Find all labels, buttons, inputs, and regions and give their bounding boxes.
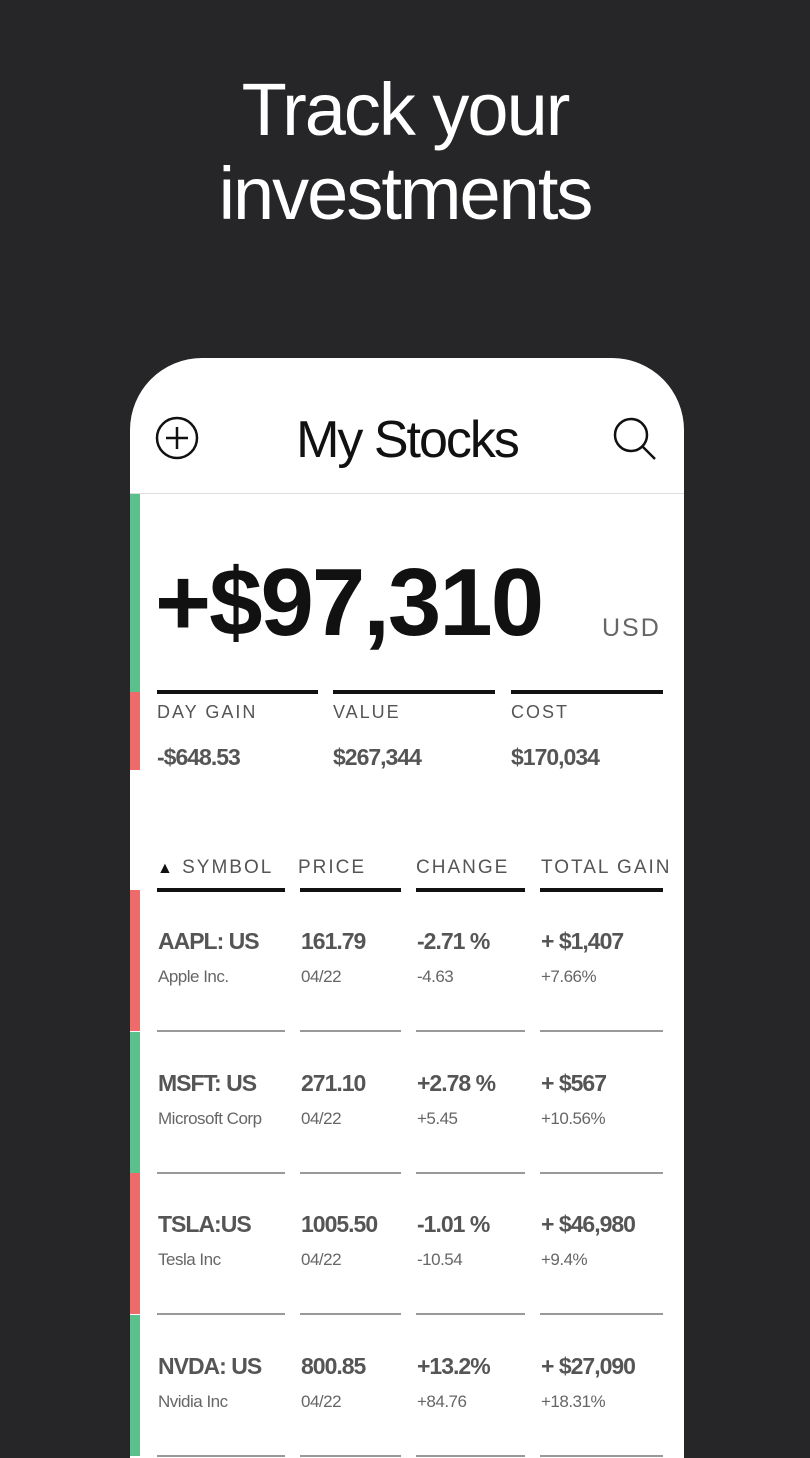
page-title: My Stocks <box>296 411 520 469</box>
row-divider <box>416 1454 525 1457</box>
currency-label: USD <box>602 614 661 642</box>
price: 161.79 <box>301 928 366 954</box>
change-pct: -1.01 % <box>417 1211 490 1237</box>
change-pct: -2.71 % <box>417 928 490 954</box>
header-divider <box>130 493 684 494</box>
row-divider <box>157 1171 285 1174</box>
row-divider <box>300 1030 401 1032</box>
row-divider <box>157 1454 285 1457</box>
price: 1005.50 <box>301 1211 378 1237</box>
stock-row[interactable]: MSFT: US Microsoft Corp 271.10 04/22 +2.78 %… <box>130 1031 684 1174</box>
search-icon[interactable] <box>612 416 658 467</box>
value-value: $267,344 <box>333 744 422 770</box>
row-divider <box>416 1030 525 1032</box>
phone-screen: My Stocks +$97,310 USD DAY GAIN VALUE CO… <box>130 358 684 1458</box>
row-divider <box>416 1313 525 1315</box>
day-gain-indicator <box>130 692 140 770</box>
stat-divider <box>157 690 318 694</box>
stock-row[interactable]: TSLA:US Tesla Inc 1005.50 04/22 -1.01 % -10.5… <box>130 1173 684 1315</box>
column-header-total-gain[interactable]: TOTAL GAIN <box>541 857 672 878</box>
symbol: MSFT: US <box>158 1069 257 1096</box>
change: +84.76 <box>417 1391 467 1411</box>
row-divider <box>157 1313 285 1315</box>
date: 04/22 <box>301 1250 342 1269</box>
price: 271.10 <box>301 1069 366 1096</box>
trend-indicator <box>130 1031 140 1173</box>
row-divider <box>300 1171 401 1174</box>
stock-row[interactable]: AAPL: US Apple Inc. 161.79 04/22 -2.71 % -4.6… <box>130 890 684 1032</box>
total-gain-pct: +7.66% <box>541 967 597 986</box>
date: 04/22 <box>301 967 342 986</box>
stock-row[interactable]: NVDA: US Nvidia Inc 800.85 04/22 +13.2% +84.7… <box>130 1314 684 1457</box>
total-gain-pct: +9.4% <box>541 1250 588 1269</box>
value-label: VALUE <box>333 702 401 722</box>
row-divider <box>540 1171 663 1174</box>
hero-line-1: Track your <box>241 68 571 151</box>
total-gain: + $46,980 <box>541 1211 636 1237</box>
total-gain-indicator <box>130 494 140 692</box>
change-pct: +2.78 % <box>417 1069 496 1096</box>
row-divider <box>416 1171 525 1174</box>
row-divider <box>540 1454 663 1457</box>
cost-value: $170,034 <box>511 744 600 770</box>
trend-indicator <box>130 890 140 1031</box>
header-underline <box>416 888 525 892</box>
header-underline <box>300 888 401 892</box>
total-gain: + $567 <box>541 1069 607 1096</box>
name: Nvidia Inc <box>158 1391 228 1411</box>
header-underline <box>157 888 285 892</box>
change: +5.45 <box>417 1108 458 1128</box>
cost-label: COST <box>511 702 570 722</box>
column-header-symbol-label: SYMBOL <box>182 857 274 878</box>
stat-divider <box>333 690 495 694</box>
total-gain: + $1,407 <box>541 928 624 954</box>
date: 04/22 <box>301 1108 342 1128</box>
symbol: TSLA:US <box>158 1211 252 1237</box>
price: 800.85 <box>301 1352 366 1379</box>
column-header-change[interactable]: CHANGE <box>416 857 510 878</box>
name: Apple Inc. <box>158 967 229 986</box>
trend-indicator <box>130 1314 140 1456</box>
total-gain: + $27,090 <box>541 1352 636 1379</box>
total-gain-pct: +18.31% <box>541 1391 606 1411</box>
change: -10.54 <box>417 1250 463 1269</box>
symbol: NVDA: US <box>158 1352 262 1379</box>
total-gain-value: +$97,310 <box>155 549 544 656</box>
sort-ascending-icon: ▲ <box>157 860 175 877</box>
trend-indicator <box>130 1173 140 1314</box>
row-divider <box>540 1313 663 1315</box>
day-gain-label: DAY GAIN <box>157 702 258 722</box>
row-divider <box>540 1030 663 1032</box>
name: Tesla Inc <box>158 1250 221 1269</box>
row-divider <box>157 1030 285 1032</box>
row-divider <box>300 1454 401 1457</box>
row-divider <box>300 1313 401 1315</box>
hero-line-2: investments <box>218 152 594 235</box>
hero-heading: Track your investments <box>0 68 810 236</box>
day-gain-value: -$648.53 <box>157 744 241 770</box>
header-underline <box>540 888 663 892</box>
total-gain-pct: +10.56% <box>541 1108 606 1128</box>
change-pct: +13.2% <box>417 1352 491 1379</box>
column-header-symbol[interactable]: ▲ SYMBOL <box>157 857 273 879</box>
name: Microsoft Corp <box>158 1108 262 1128</box>
symbol: AAPL: US <box>158 928 260 954</box>
column-header-price[interactable]: PRICE <box>298 857 367 878</box>
change: -4.63 <box>417 967 454 986</box>
plus-circle-icon[interactable] <box>155 416 199 465</box>
date: 04/22 <box>301 1391 342 1411</box>
stat-divider <box>511 690 663 694</box>
